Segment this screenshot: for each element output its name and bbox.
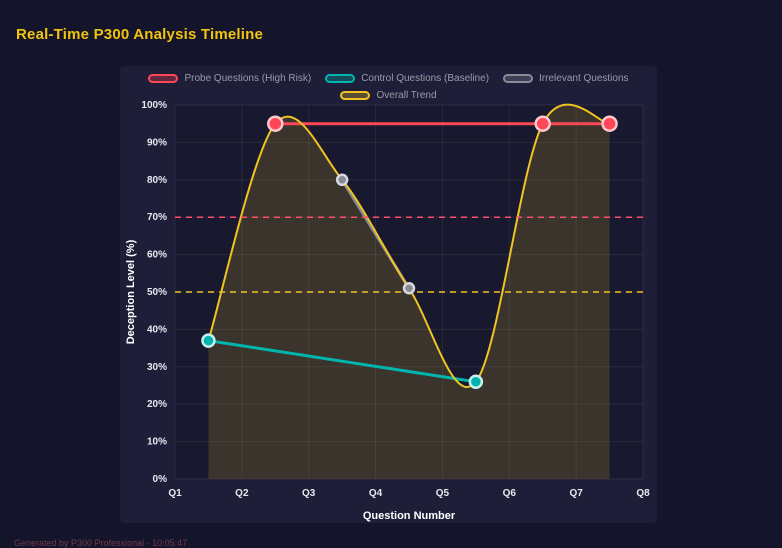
svg-text:Q3: Q3 xyxy=(302,488,316,499)
svg-text:Q2: Q2 xyxy=(235,488,249,499)
legend-item-0[interactable]: Probe Questions (High Risk) xyxy=(148,71,311,85)
legend-swatch-icon xyxy=(503,73,534,83)
legend-item-3[interactable]: Overall Trend xyxy=(340,88,437,102)
svg-text:0%: 0% xyxy=(153,474,168,485)
page-title: Real-Time P300 Analysis Timeline xyxy=(16,26,264,43)
footer-note: Generated by P300 Professional · 10:05:4… xyxy=(14,538,188,548)
svg-text:Q5: Q5 xyxy=(436,488,450,499)
svg-text:70%: 70% xyxy=(147,212,167,223)
legend-label: Probe Questions (High Risk) xyxy=(184,72,312,84)
svg-text:80%: 80% xyxy=(147,175,167,186)
legend-item-1[interactable]: Control Questions (Baseline) xyxy=(325,71,489,85)
svg-text:Question Number: Question Number xyxy=(363,510,456,522)
chart-canvas[interactable]: Q1 Q2 Q3 Q4 Q5 Q6 Q7 Q8 0% 10% 20% 30% 40% 50% 60% 70% 8… xyxy=(120,66,657,523)
legend-label: Overall Trend xyxy=(376,89,437,101)
svg-text:100%: 100% xyxy=(141,100,167,111)
svg-text:50%: 50% xyxy=(147,287,167,298)
legend-swatch-icon xyxy=(148,73,179,83)
svg-text:60%: 60% xyxy=(147,250,167,261)
svg-text:30%: 30% xyxy=(147,362,167,373)
svg-text:Q7: Q7 xyxy=(569,488,583,499)
svg-text:Q4: Q4 xyxy=(369,488,383,499)
legend-swatch-icon xyxy=(340,90,371,100)
legend-label: Control Questions (Baseline) xyxy=(361,72,490,84)
svg-text:Deception Level (%): Deception Level (%) xyxy=(125,239,137,344)
svg-text:10%: 10% xyxy=(147,437,167,448)
legend-item-2[interactable]: Irrelevant Questions xyxy=(503,71,629,85)
svg-text:40%: 40% xyxy=(147,324,167,335)
legend-swatch-icon xyxy=(325,73,356,83)
svg-text:20%: 20% xyxy=(147,399,167,410)
p300-timeline-chart-panel: Probe Questions (High Risk) Control Quest… xyxy=(120,66,657,523)
svg-text:Q1: Q1 xyxy=(168,488,182,499)
svg-text:Q8: Q8 xyxy=(636,488,650,499)
svg-text:Q6: Q6 xyxy=(503,488,517,499)
chart-legend: Probe Questions (High Risk) Control Quest… xyxy=(120,71,657,102)
svg-text:90%: 90% xyxy=(147,137,167,148)
legend-label: Irrelevant Questions xyxy=(539,72,629,84)
